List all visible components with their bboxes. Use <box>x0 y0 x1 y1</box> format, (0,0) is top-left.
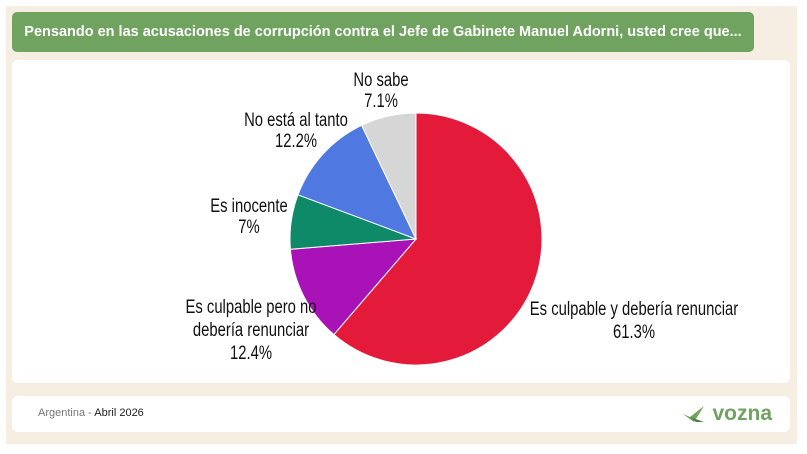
vozna-logo: vozna <box>682 402 772 426</box>
slice-value: 12.2% <box>274 131 318 152</box>
slice-label: No está al tanto <box>244 110 348 131</box>
bird-logo-icon <box>683 406 705 422</box>
pie-slice-3 <box>297 124 417 240</box>
footer-date: Abril 2026 <box>94 407 144 419</box>
pie-slice-0 <box>333 112 543 366</box>
footer-country: Argentina <box>38 407 86 419</box>
slice-value: 7.1% <box>364 91 398 112</box>
footer: Argentina - Abril 2026 vozna <box>12 396 790 432</box>
label-slice-3: No está al tanto 12.2% <box>234 110 359 152</box>
label-slice-4: No sabe 7.1% <box>334 70 428 112</box>
footer-separator: - <box>85 407 95 419</box>
slice-label: Es culpable y debería renunciar <box>529 299 739 320</box>
slice-value: 7% <box>238 217 260 238</box>
pie-slice-1 <box>289 238 418 336</box>
slice-value: 61.3% <box>612 322 656 343</box>
label-slice-1: Es culpable pero no debería renunciar 12.… <box>173 296 329 365</box>
slice-label: Es inocente <box>210 196 288 217</box>
slice-label: No sabe <box>353 70 409 91</box>
brand-name: vozna <box>712 402 772 425</box>
slice-label: Es culpable pero no debería renunciar <box>185 297 317 341</box>
label-slice-0: Es culpable y debería renunciar 61.3% <box>517 298 751 344</box>
footer-caption: Argentina - Abril 2026 <box>38 407 144 419</box>
label-slice-2: Es inocente 7% <box>194 196 303 238</box>
slice-value: 12.4% <box>229 343 273 364</box>
pie-slice-4 <box>360 112 417 240</box>
question-title: Pensando en las acusaciones de corrupció… <box>12 12 754 52</box>
